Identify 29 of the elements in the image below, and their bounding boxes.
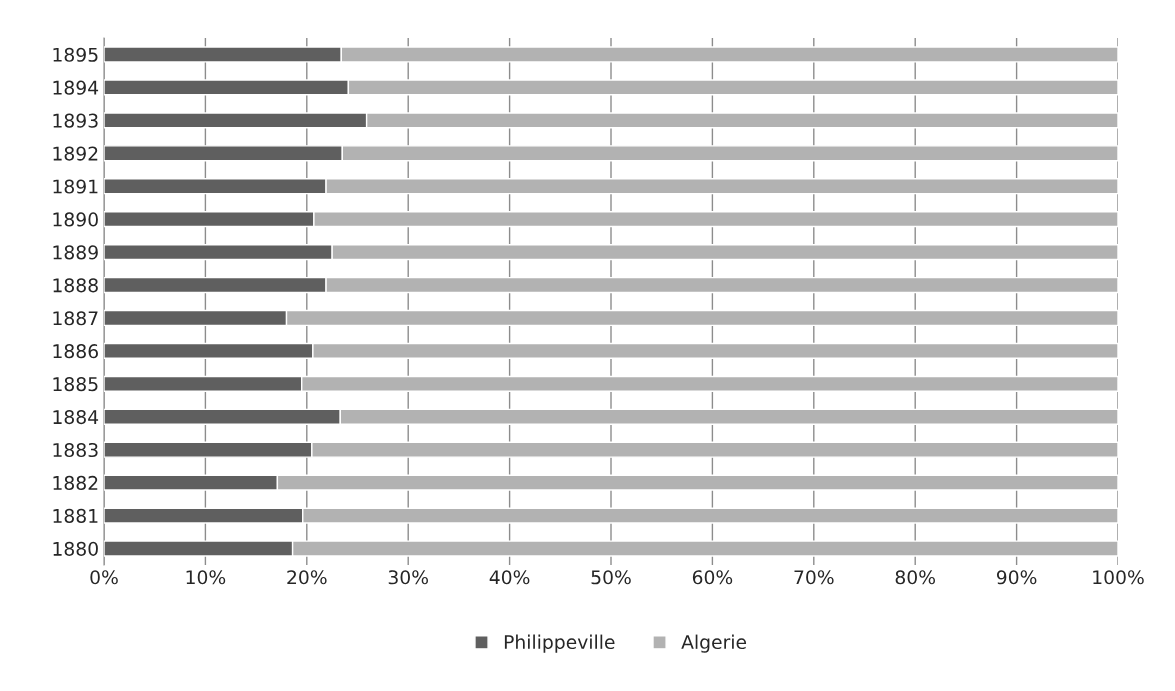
y-tick-label: 1886	[53, 344, 98, 359]
y-tick-label: 1885	[53, 377, 98, 392]
x-tick-label: 20%	[287, 570, 327, 585]
x-tick-label: 80%	[895, 570, 935, 585]
y-tick-label: 1888	[53, 278, 98, 293]
x-tick-label: 0%	[90, 570, 118, 585]
x-tick-label: 70%	[794, 570, 834, 585]
y-tick-label: 1881	[53, 508, 98, 523]
y-tick-label: 1895	[53, 47, 98, 62]
x-tick-label: 30%	[388, 570, 428, 585]
legend-label: Philippeville	[504, 634, 615, 653]
x-tick-label: 10%	[186, 570, 226, 585]
y-tick-label: 1892	[53, 146, 98, 161]
y-tick-label: 1884	[53, 409, 99, 425]
x-tick-label: 100%	[1093, 570, 1144, 585]
x-tick-label: 60%	[692, 570, 733, 585]
legend-label: Algerie	[681, 634, 747, 653]
y-tick-label: 1882	[53, 475, 98, 491]
y-tick-label: 1889	[53, 245, 98, 260]
y-tick-label: 1890	[53, 212, 98, 227]
y-tick-label: 1891	[53, 179, 98, 194]
x-tick-label: 50%	[591, 570, 631, 585]
y-tick-label: 1887	[53, 311, 98, 326]
y-tick-label: 1894	[53, 80, 99, 95]
x-tick-label: 90%	[996, 570, 1037, 585]
x-tick-label: 40%	[489, 570, 530, 585]
y-tick-label: 1893	[53, 113, 98, 128]
y-tick-label: 1883	[53, 442, 98, 458]
y-tick-label: 1880	[53, 541, 98, 556]
